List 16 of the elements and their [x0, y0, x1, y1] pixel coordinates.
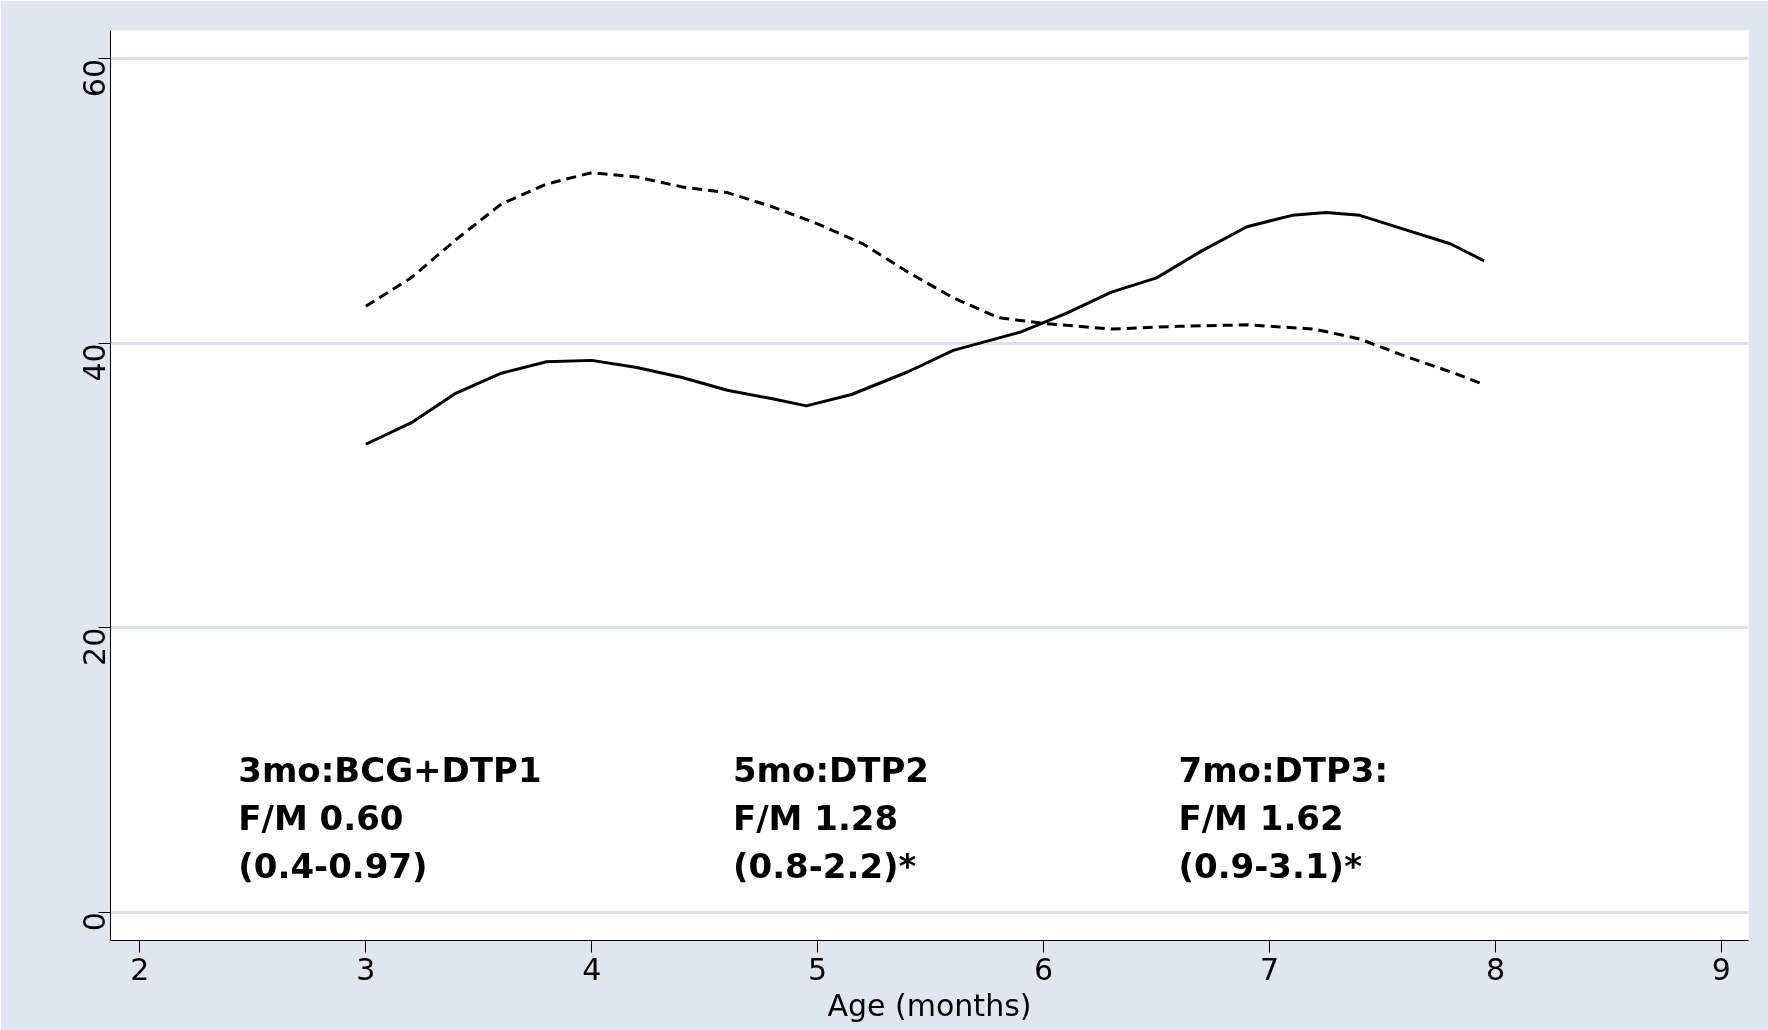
x-tick-label: 3 [356, 951, 376, 987]
annotation: 7mo:DTP3: F/M 1.62 (0.9-3.1)* [1178, 749, 1389, 886]
x-tick-label: 4 [582, 951, 602, 987]
y-tick-label: 0 [76, 912, 112, 932]
annotation: 3mo:BCG+DTP1 F/M 0.60 (0.4-0.97) [238, 749, 542, 886]
y-tick-label: 20 [76, 627, 112, 666]
x-tick-label: 8 [1485, 951, 1506, 987]
x-tick-label: 2 [130, 951, 150, 987]
y-tick-label: 40 [76, 343, 112, 382]
y-tick-label: 60 [76, 58, 112, 98]
x-tick-label: 9 [1711, 951, 1731, 987]
x-tick-label: 7 [1259, 951, 1280, 987]
x-tick-label: 5 [808, 951, 828, 987]
annotation: 5mo:DTP2 F/M 1.28 (0.8-2.2)* [732, 749, 929, 886]
x-axis-title: Age (months) [827, 987, 1032, 1023]
x-tick-label: 6 [1034, 951, 1054, 987]
